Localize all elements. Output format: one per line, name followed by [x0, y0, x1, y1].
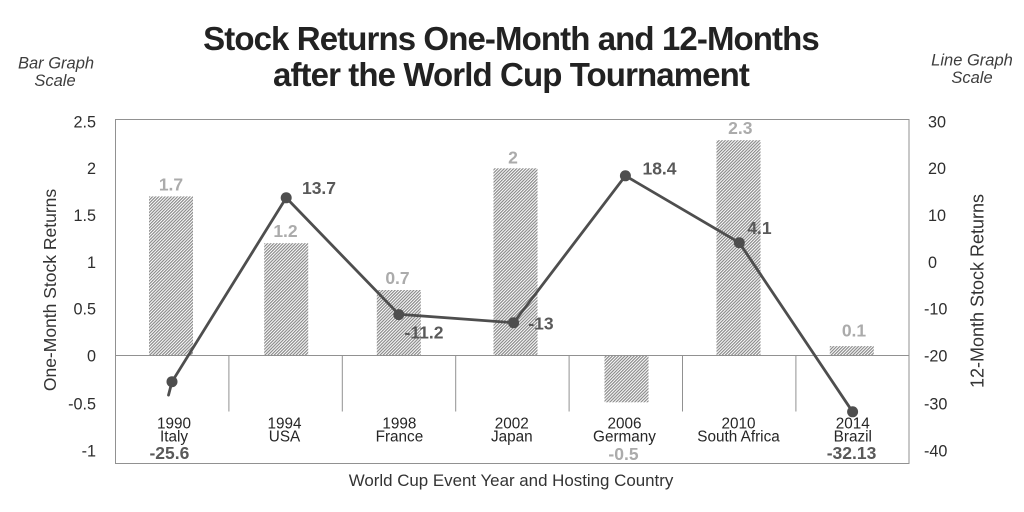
svg-text:-1: -1 — [82, 443, 96, 461]
svg-text:1.2: 1.2 — [273, 221, 298, 241]
svg-text:4.1: 4.1 — [747, 218, 772, 238]
svg-text:Stock Returns One-Month and 12: Stock Returns One-Month and 12-Months — [203, 20, 819, 57]
svg-text:-20: -20 — [924, 347, 947, 365]
svg-text:2014: 2014 — [836, 416, 871, 433]
svg-text:-25.6: -25.6 — [149, 443, 189, 463]
svg-text:0.5: 0.5 — [73, 301, 96, 319]
svg-text:-32.13: -32.13 — [827, 443, 877, 463]
svg-text:1990: 1990 — [157, 416, 191, 433]
svg-text:2: 2 — [508, 148, 518, 168]
svg-text:2: 2 — [87, 160, 96, 178]
svg-text:20: 20 — [928, 160, 946, 178]
svg-text:2006: 2006 — [607, 416, 641, 433]
svg-text:10: 10 — [928, 207, 946, 225]
svg-text:Bar Graph: Bar Graph — [18, 55, 94, 73]
svg-text:2002: 2002 — [495, 416, 529, 433]
svg-text:0.7: 0.7 — [385, 268, 409, 288]
svg-text:0: 0 — [87, 347, 96, 365]
svg-text:1.7: 1.7 — [159, 175, 183, 195]
svg-text:Japan: Japan — [491, 429, 533, 446]
svg-text:Line Graph: Line Graph — [931, 52, 1013, 70]
svg-text:-40: -40 — [924, 443, 947, 461]
svg-text:-0.5: -0.5 — [608, 444, 638, 464]
svg-text:World Cup Event Year and Hosti: World Cup Event Year and Hosting Country — [349, 471, 674, 490]
svg-text:0.1: 0.1 — [842, 321, 867, 341]
svg-text:-30: -30 — [924, 395, 947, 413]
svg-text:12-Month Stock Returns: 12-Month Stock Returns — [968, 194, 988, 388]
svg-text:2.5: 2.5 — [73, 113, 96, 131]
svg-text:-0.5: -0.5 — [68, 395, 96, 413]
svg-text:Scale: Scale — [34, 72, 75, 90]
svg-text:1.5: 1.5 — [73, 207, 96, 225]
svg-text:18.4: 18.4 — [642, 159, 676, 179]
svg-text:Scale: Scale — [951, 69, 992, 87]
svg-text:13.7: 13.7 — [302, 178, 336, 198]
svg-text:-11.2: -11.2 — [405, 323, 444, 343]
svg-text:Brazil: Brazil — [834, 429, 872, 446]
svg-text:Germany: Germany — [593, 429, 656, 446]
svg-text:30: 30 — [928, 113, 946, 131]
svg-text:-13: -13 — [528, 314, 554, 334]
svg-text:Italy: Italy — [160, 429, 188, 446]
svg-text:after the World Cup Tournament: after the World Cup Tournament — [273, 56, 750, 93]
svg-text:France: France — [376, 429, 424, 446]
svg-text:2.3: 2.3 — [728, 118, 753, 138]
svg-text:1998: 1998 — [382, 416, 416, 433]
svg-text:-10: -10 — [924, 301, 947, 319]
svg-text:USA: USA — [269, 429, 301, 446]
svg-text:South Africa: South Africa — [697, 429, 780, 446]
svg-text:0: 0 — [928, 254, 937, 272]
svg-text:One-Month Stock Returns: One-Month Stock Returns — [40, 189, 60, 392]
svg-text:1: 1 — [87, 254, 96, 272]
svg-text:1994: 1994 — [267, 416, 302, 433]
svg-text:2010: 2010 — [721, 416, 755, 433]
